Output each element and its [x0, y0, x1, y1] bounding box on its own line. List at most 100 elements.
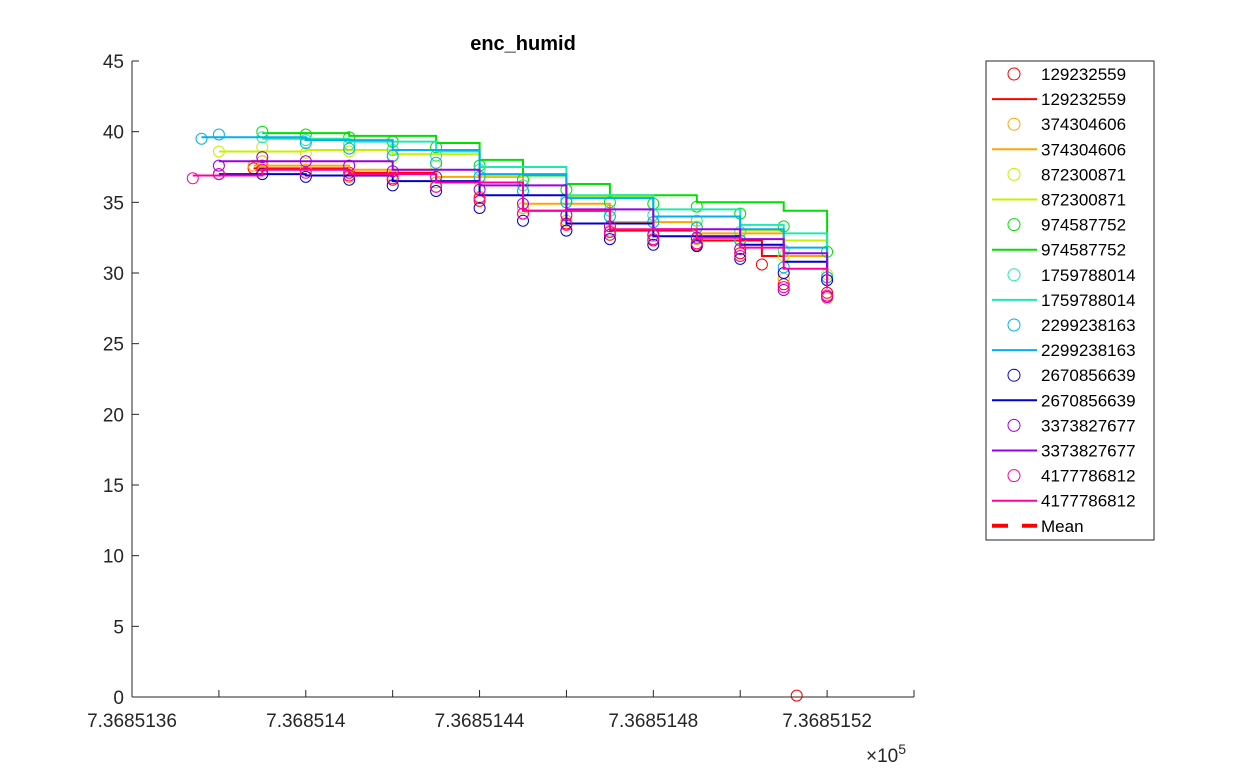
legend-label: 1759788014	[1041, 266, 1136, 285]
data-point	[256, 151, 269, 164]
legend-item: 1759788014	[1007, 266, 1136, 285]
data-point	[430, 156, 443, 169]
data-point	[603, 233, 616, 246]
legend-item: 2299238163	[1007, 316, 1136, 335]
legend-item: Mean	[992, 517, 1084, 536]
legend-label: 4177786812	[1041, 492, 1136, 511]
data-point	[560, 224, 573, 237]
legend-label: 129232559	[1041, 65, 1126, 84]
x-tick-label: 7.3685152	[782, 711, 872, 732]
y-tick-label: 20	[103, 405, 124, 426]
data-point	[517, 214, 529, 227]
data-point	[690, 237, 703, 250]
axes: 7.3685136 7.368514 7.3685144 7.3685148 7.368…	[87, 52, 915, 732]
legend-label: Mean	[1041, 517, 1084, 536]
legend-label: 974587752	[1041, 241, 1126, 260]
data-point	[734, 250, 747, 262]
legend-label: 2299238163	[1041, 316, 1136, 335]
chart-title: enc_humid	[470, 33, 576, 55]
data-point	[603, 226, 616, 238]
y-tick-label: 15	[103, 476, 124, 497]
data-point	[777, 281, 790, 294]
data-point	[299, 146, 312, 159]
data-point	[473, 183, 486, 196]
series-3373827677	[212, 151, 834, 303]
series-line	[201, 136, 829, 271]
legend-item: 374304606	[1007, 115, 1126, 134]
legend-item: 3373827677	[992, 442, 1136, 461]
data-point	[473, 192, 486, 205]
data-point	[256, 168, 269, 181]
legend-item: 374304606	[992, 140, 1126, 159]
data-point	[560, 218, 573, 231]
x-exponent-label: ×105	[866, 741, 906, 767]
y-tick-label: 35	[103, 193, 124, 214]
data-point	[647, 238, 660, 251]
legend-label: 3373827677	[1041, 416, 1136, 435]
data-point	[386, 165, 399, 178]
legend-marker	[1007, 117, 1021, 131]
data-point	[517, 207, 529, 220]
legend-item: 4177786812	[1007, 467, 1136, 486]
x-tick-label: 7.3685144	[435, 711, 525, 732]
data-point	[186, 172, 199, 185]
y-tick-label: 40	[103, 123, 124, 144]
legend-label: 974587752	[1041, 216, 1126, 235]
data-point	[343, 142, 356, 155]
x-tick-label: 7.368514	[266, 711, 346, 732]
legend-item: 872300871	[1007, 165, 1126, 184]
data-point	[212, 168, 225, 181]
data-point	[212, 128, 225, 141]
data-point	[821, 289, 834, 302]
data-point	[690, 200, 703, 213]
legend-item: 2299238163	[992, 341, 1136, 360]
legend-item: 2670856639	[992, 391, 1136, 410]
data-point	[212, 145, 225, 158]
legend-label: 3373827677	[1041, 442, 1136, 461]
data-point	[299, 170, 312, 183]
y-tick-label: 0	[113, 688, 124, 709]
y-tick-label: 45	[103, 52, 124, 73]
data-point	[430, 185, 443, 197]
data-point	[790, 689, 803, 702]
y-tick-label: 5	[113, 617, 124, 638]
data-point	[212, 159, 225, 172]
data-point	[343, 169, 356, 182]
data-point	[299, 166, 312, 179]
data-point	[343, 138, 356, 151]
series-1759788014	[256, 131, 834, 284]
legend-item: 1759788014	[992, 291, 1136, 310]
legend-label: 2299238163	[1041, 341, 1136, 360]
legend-item: 974587752	[992, 241, 1126, 260]
data-point	[386, 179, 399, 192]
data-point	[560, 209, 573, 222]
legend: 129232559 129232559 374304606 374304606 8723…	[985, 60, 1155, 541]
series-974587752	[256, 125, 834, 258]
legend-label: 1759788014	[1041, 291, 1136, 310]
legend-marker	[1007, 167, 1021, 181]
legend-marker	[1007, 318, 1021, 332]
legend-item: 4177786812	[992, 492, 1136, 511]
data-point	[603, 196, 616, 209]
legend-label: 374304606	[1041, 140, 1126, 159]
legend-marker	[1007, 218, 1021, 232]
legend-item: 129232559	[1007, 65, 1126, 84]
legend-label: 872300871	[1041, 165, 1126, 184]
legend-label: 129232559	[1041, 90, 1126, 109]
data-point	[473, 202, 486, 214]
data-point	[256, 141, 269, 154]
legend-item: 2670856639	[1007, 366, 1136, 385]
x-exponent-power: 5	[898, 741, 906, 757]
legend-marker	[1007, 368, 1021, 382]
legend-item: 872300871	[992, 191, 1126, 210]
plot-area	[186, 125, 834, 702]
legend-marker	[1007, 268, 1021, 282]
legend-label: 4177786812	[1041, 467, 1136, 486]
y-tick-label: 10	[103, 547, 124, 568]
data-point	[755, 258, 768, 271]
data-point	[777, 284, 790, 296]
legend-label: 374304606	[1041, 115, 1126, 134]
data-point	[195, 132, 208, 145]
data-point	[343, 145, 356, 158]
